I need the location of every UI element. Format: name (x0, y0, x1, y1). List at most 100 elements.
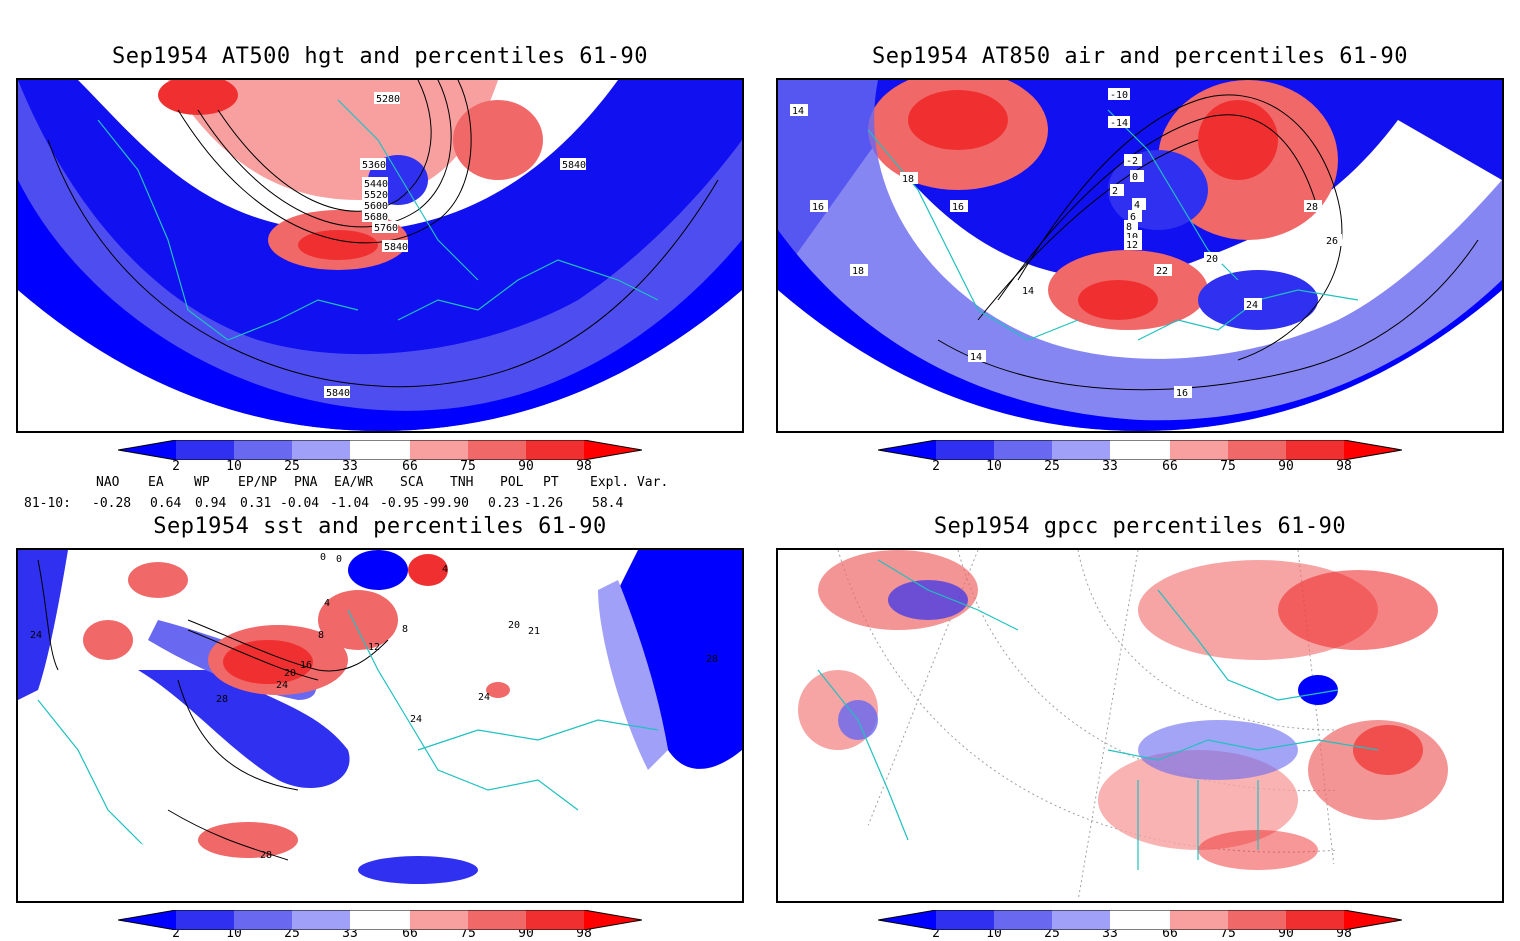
panel-title-hgt: Sep1954 AT500 hgt and percentiles 61-90 (111, 44, 649, 69)
colorbar-tick-label: 33 (1102, 459, 1118, 474)
contour-label: 14 (970, 352, 982, 363)
contour-label: 24 (30, 630, 42, 641)
indices-value-wp: 0.94 (195, 496, 227, 511)
colorbar-tick-label: 2 (932, 926, 940, 941)
contour-label: -10 (1110, 90, 1128, 101)
contour-label: 5440 (364, 179, 388, 190)
map-hgt: 5280 5360 5440 5520 5600 5680 5760 5840 … (16, 78, 744, 433)
indices-header-ea: EA (148, 475, 164, 490)
contour-label: 10 (1126, 232, 1138, 243)
contour-label: 24 (410, 714, 422, 725)
indices-header-explvar: Expl. Var. (590, 475, 669, 490)
contour-label: 4 (442, 564, 448, 575)
contour-label: 12 (1126, 240, 1138, 251)
map-air: -10 -14 -2 0 2 4 6 8 10 12 14 14 16 16 1… (776, 78, 1504, 433)
indices-value-pt: -1.26 (524, 496, 564, 511)
contour-label: 5840 (384, 242, 408, 253)
air-contour-labels: -10 -14 -2 0 2 4 6 8 10 12 14 14 16 16 1… (790, 88, 1342, 399)
contour-label: 20 (508, 620, 520, 631)
contour-label: 2 (1112, 186, 1118, 197)
map-sst-svg: 0 0 4 4 8 8 12 16 20 24 24 24 28 28 28 2… (18, 550, 742, 901)
colorbar-tick-label: 98 (576, 459, 592, 474)
indices-value-pna: -0.04 (280, 496, 320, 511)
contour-label: 5840 (562, 160, 586, 171)
colorbar-tick-label: 10 (986, 459, 1002, 474)
colorbar-tick-label: 2 (172, 926, 180, 941)
contour-label: 22 (1156, 266, 1168, 277)
indices-value-eawr: -1.04 (330, 496, 370, 511)
colorbar-tick-label: 90 (1278, 459, 1294, 474)
map-sst: 0 0 4 4 8 8 12 16 20 24 24 24 28 28 28 2… (16, 548, 744, 903)
colorbar-hgt (117, 439, 643, 480)
contour-label: 0 (1132, 172, 1138, 183)
contour-label: 0 (320, 552, 326, 563)
contour-label: 16 (952, 202, 964, 213)
colorbar-tick-label: 75 (460, 459, 476, 474)
contour-label: 5600 (364, 201, 388, 212)
contour-label: 0 (336, 554, 342, 565)
contour-label: 5760 (374, 223, 398, 234)
indices-value-ea: 0.64 (150, 496, 182, 511)
colorbar-air (877, 439, 1403, 480)
indices-header-eawr: EA/WR (334, 475, 374, 490)
indices-value-epnp: 0.31 (240, 496, 272, 511)
contour-label: 5280 (376, 94, 400, 105)
contour-label: 12 (368, 642, 380, 653)
indices-header-pt: PT (543, 475, 559, 490)
contour-label: 5680 (364, 212, 388, 223)
indices-header-nao: NAO (96, 475, 120, 490)
colorbar-sst-svg (117, 909, 643, 931)
contour-label: 5520 (364, 190, 388, 201)
map-gpcc (776, 548, 1504, 903)
indices-header-epnp: EP/NP (238, 475, 278, 490)
contour-label: 21 (528, 626, 540, 637)
colorbar-tick-label: 2 (172, 459, 180, 474)
indices-header-wp: WP (194, 475, 210, 490)
colorbar-tick-label: 33 (342, 459, 358, 474)
colorbar-tick-label: 25 (1044, 459, 1060, 474)
indices-header-tnh: TNH (450, 475, 474, 490)
indices-value-explvar: 58.4 (592, 496, 624, 511)
colorbar-tick-label: 66 (1162, 459, 1178, 474)
colorbar-tick-label: 25 (284, 459, 300, 474)
contour-label: 6 (1130, 212, 1136, 223)
colorbar-tick-label: 66 (402, 459, 418, 474)
contour-label: 8 (1126, 222, 1132, 233)
contour-label: 28 (216, 694, 228, 705)
contour-label: 24 (276, 680, 288, 691)
indices-value-tnh: -99.90 (422, 496, 469, 511)
contour-label: 16 (812, 202, 824, 213)
indices-value-sca: -0.95 (380, 496, 420, 511)
contour-label: 28 (1306, 202, 1318, 213)
colorbar-tick-label: 75 (1220, 459, 1236, 474)
contour-label: -14 (1110, 118, 1128, 129)
indices-value-nao: -0.28 (92, 496, 132, 511)
indices-value-pol: 0.23 (488, 496, 520, 511)
contour-label: 18 (852, 266, 864, 277)
contour-label: 16 (300, 660, 312, 671)
map-gpcc-svg (778, 550, 1502, 901)
contour-label: 4 (1134, 200, 1140, 211)
colorbar-sst (117, 909, 643, 931)
colorbar-tick-label: 98 (1336, 459, 1352, 474)
indices-header-pna: PNA (294, 475, 318, 490)
contour-label: 4 (324, 598, 330, 609)
contour-label: 8 (318, 630, 324, 641)
colorbar-tick-label: 2 (932, 459, 940, 474)
contour-label: 8 (402, 624, 408, 635)
hgt-contour-labels: 5280 5360 5440 5520 5600 5680 5760 5840 … (324, 92, 586, 399)
contour-label: 28 (706, 654, 718, 665)
panel-title-sst: Sep1954 sst and percentiles 61-90 (153, 514, 607, 539)
sst-contour-labels: 0 0 4 4 8 8 12 16 20 24 24 24 28 28 28 2… (30, 552, 718, 861)
contour-label: 14 (1022, 286, 1034, 297)
colorbar-hgt-svg (117, 439, 643, 461)
contour-label: 18 (902, 174, 914, 185)
contour-label: 5840 (326, 388, 350, 399)
map-air-svg: -10 -14 -2 0 2 4 6 8 10 12 14 14 16 16 1… (778, 80, 1502, 431)
map-hgt-svg: 5280 5360 5440 5520 5600 5680 5760 5840 … (18, 80, 742, 431)
panel-title-air: Sep1954 AT850 air and percentiles 61-90 (871, 44, 1409, 69)
contour-label: 16 (1176, 388, 1188, 399)
indices-header-sca: SCA (400, 475, 424, 490)
contour-label: 24 (478, 692, 490, 703)
colorbar-air-svg (877, 439, 1403, 461)
